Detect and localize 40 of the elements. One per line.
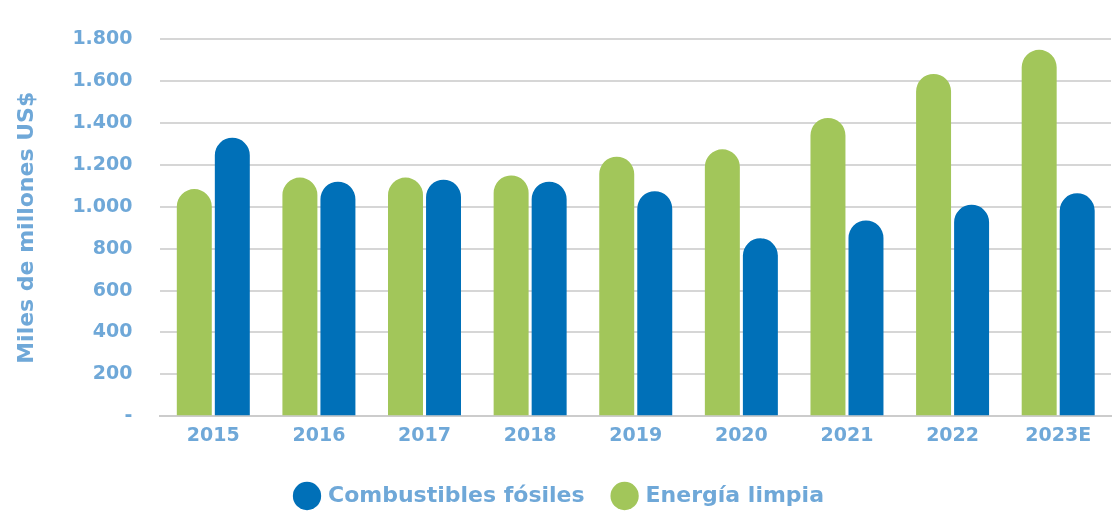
y-tick-label: 1.400 [72,110,133,133]
bar [637,191,673,416]
x-tick-label: 2017 [398,422,451,445]
x-tick-label: 2016 [292,422,346,445]
bar [531,181,567,416]
bar [916,73,952,416]
bar [214,137,250,416]
y-tick-label: 600 [92,277,133,300]
bar [848,220,884,416]
bar [954,204,990,416]
x-tick-label: 2022 [926,422,980,445]
y-tick-label: 1.600 [72,68,133,91]
y-tick-label: 200 [92,361,133,384]
x-tick-label: 2021 [820,422,874,445]
bar [704,149,740,416]
bar [742,238,778,416]
bar [320,181,356,416]
bar [282,177,318,416]
x-tick-label: 2018 [503,422,557,445]
y-tick-label: 400 [92,319,133,342]
bar [599,156,635,416]
x-tick-label: 2020 [714,422,768,445]
bar [1059,193,1095,416]
bar [810,117,846,416]
bar [388,177,424,416]
x-tick-label: 2019 [609,422,663,445]
bar [176,189,212,416]
y-tick-label: 1.800 [72,26,133,49]
y-tick-label: 800 [92,235,133,258]
y-tick-label: 1.000 [72,193,133,216]
bar [426,179,462,416]
bar [1021,49,1057,416]
x-tick-label: 2015 [186,422,240,445]
legend-label: Combustibles fósiles [328,481,585,507]
y-tick-label: 1.200 [72,151,133,174]
y-axis-title: Miles de millones US$ [12,91,38,364]
y-tick-label: - [124,403,133,426]
bar [493,175,529,416]
x-tick-label: 2023E [1025,422,1092,445]
legend-label: Energía limpia [645,481,824,507]
